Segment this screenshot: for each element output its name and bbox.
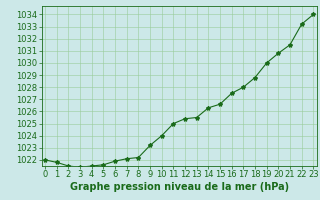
X-axis label: Graphe pression niveau de la mer (hPa): Graphe pression niveau de la mer (hPa) xyxy=(70,182,289,192)
